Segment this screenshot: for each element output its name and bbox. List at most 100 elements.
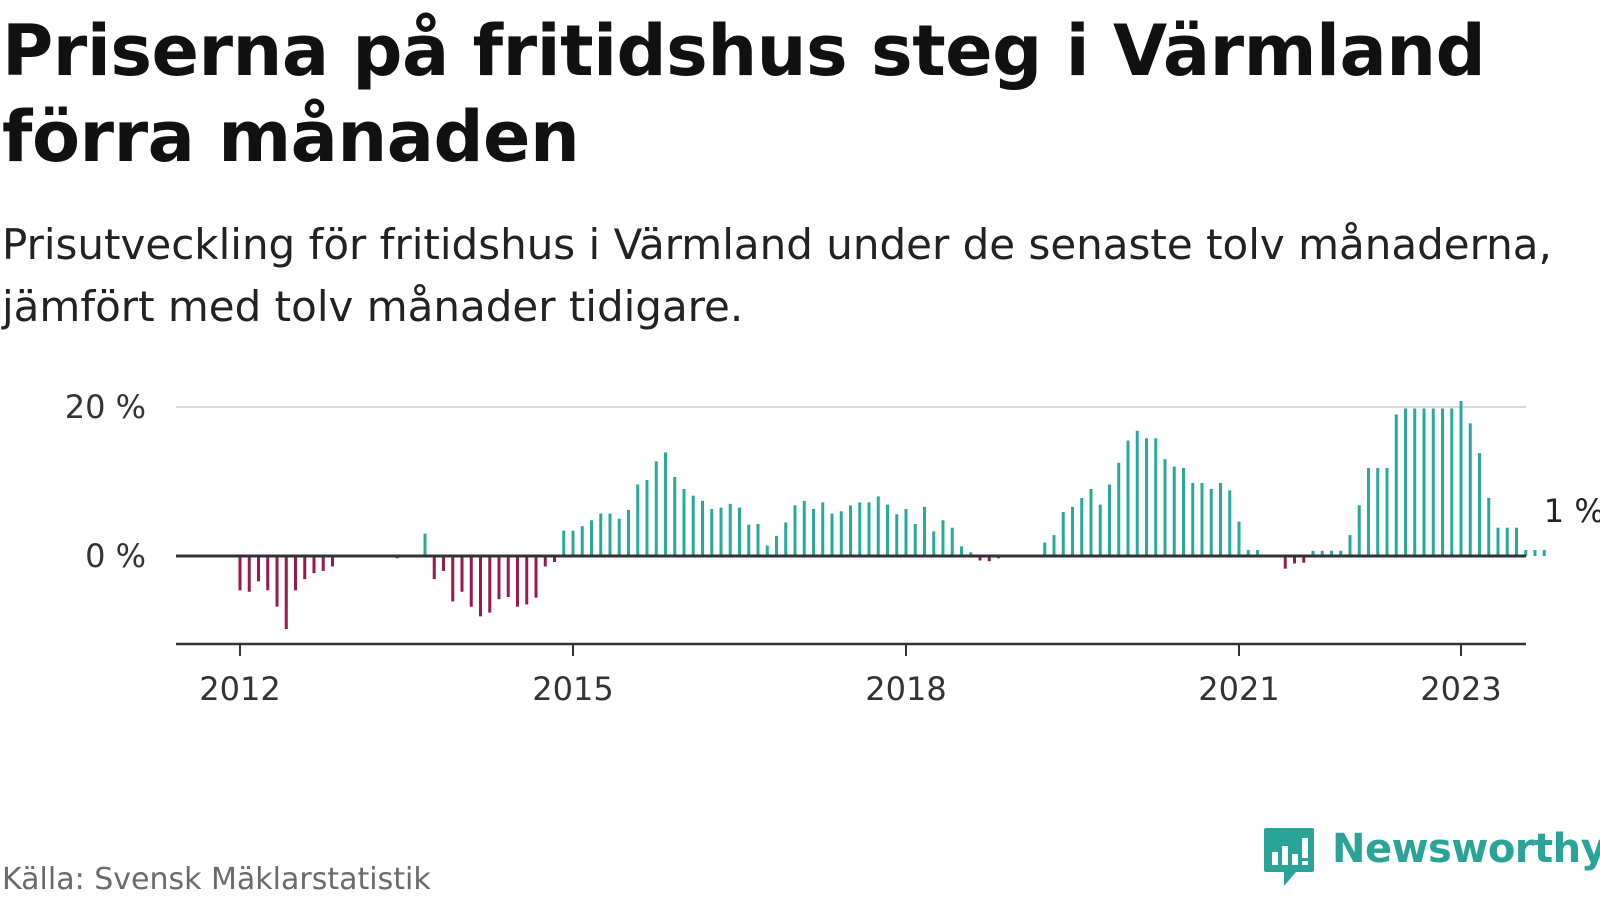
bar [876,496,880,556]
bar [1089,488,1093,556]
bar [1052,535,1056,556]
bar [516,556,519,607]
bar [321,556,325,571]
chart-subtitle: Prisutveckling för fritidshus i Värmland… [2,220,1552,331]
bar [1061,512,1065,556]
bar [1154,438,1158,556]
bar [654,461,658,556]
bar [580,526,584,556]
bar [571,530,575,556]
bar [858,502,862,556]
bar [1172,466,1176,556]
bar [978,556,982,561]
bar [950,527,954,556]
bar [1441,408,1444,556]
axis-labels: 0 % 20 % 2012 2015 2018 2021 2023 1 % [65,388,1600,708]
bar [1163,459,1167,556]
x-tick-label: 2023 [1420,670,1501,708]
bar [1515,527,1518,556]
bar [312,556,316,574]
bar [247,556,251,592]
bar [1496,527,1500,556]
bar [1524,550,1528,556]
bar [645,480,649,556]
bar [1330,550,1333,556]
bar [1071,506,1074,556]
bar [904,509,908,556]
bar [488,556,492,613]
bar [812,509,815,556]
bar [432,556,436,580]
bar [839,511,843,556]
bar [738,507,741,556]
bar [331,556,334,567]
y-tick-label: 20 % [65,388,146,426]
bar [303,556,307,580]
bar [1450,408,1454,556]
bar [543,556,547,567]
bar [1505,527,1509,556]
bar-chart: 0 % 20 % 2012 2015 2018 2021 2023 1 % [65,388,1600,708]
bar [895,514,899,556]
bar [1302,556,1306,563]
bar [257,556,260,582]
bar [821,502,825,556]
bar [664,452,667,556]
bar [1256,550,1259,556]
bar [1404,408,1407,556]
bar [756,523,760,556]
bar [867,502,871,556]
bar [479,556,482,617]
bar [747,524,751,556]
bar [627,509,630,556]
bar [1533,550,1537,556]
bar [784,522,788,556]
bar [1394,414,1398,556]
bar [590,520,593,556]
bar [636,484,640,556]
bar [284,556,288,630]
bar [1468,423,1472,556]
bar [701,500,704,556]
bar [1413,408,1417,556]
bar [1117,462,1121,557]
bar [719,507,723,556]
bar [1348,535,1352,556]
bar [941,520,945,556]
bar [1209,488,1213,556]
x-tick-label: 2018 [865,670,946,708]
bar [1320,550,1324,556]
bar [728,503,732,556]
y-tick-label: 0 % [85,537,146,575]
bar [1145,438,1148,556]
x-tick-label: 2012 [199,670,280,708]
bar [691,495,695,556]
bar [534,556,538,598]
bar [423,533,427,556]
bar [765,545,769,556]
axes [176,554,1526,656]
bar [1357,505,1361,556]
bar [442,556,445,571]
bar [1339,550,1343,556]
bar [525,556,529,605]
bar [562,530,566,556]
bar [1080,497,1084,556]
bar [1367,468,1370,556]
bar [1108,484,1111,556]
bar [913,523,917,556]
bar [1311,550,1315,556]
bar [960,546,963,556]
x-tick-label: 2021 [1198,670,1279,708]
bar [1385,468,1389,556]
bar [1283,556,1287,569]
bars [238,401,1546,630]
bar [830,513,834,556]
bar [1182,468,1185,556]
source-note: Källa: Svensk Mäklarstatistik [2,862,431,897]
bar [599,513,603,556]
bar [1431,408,1435,556]
bar [1542,550,1546,556]
bar [793,505,797,556]
bar [886,504,889,556]
